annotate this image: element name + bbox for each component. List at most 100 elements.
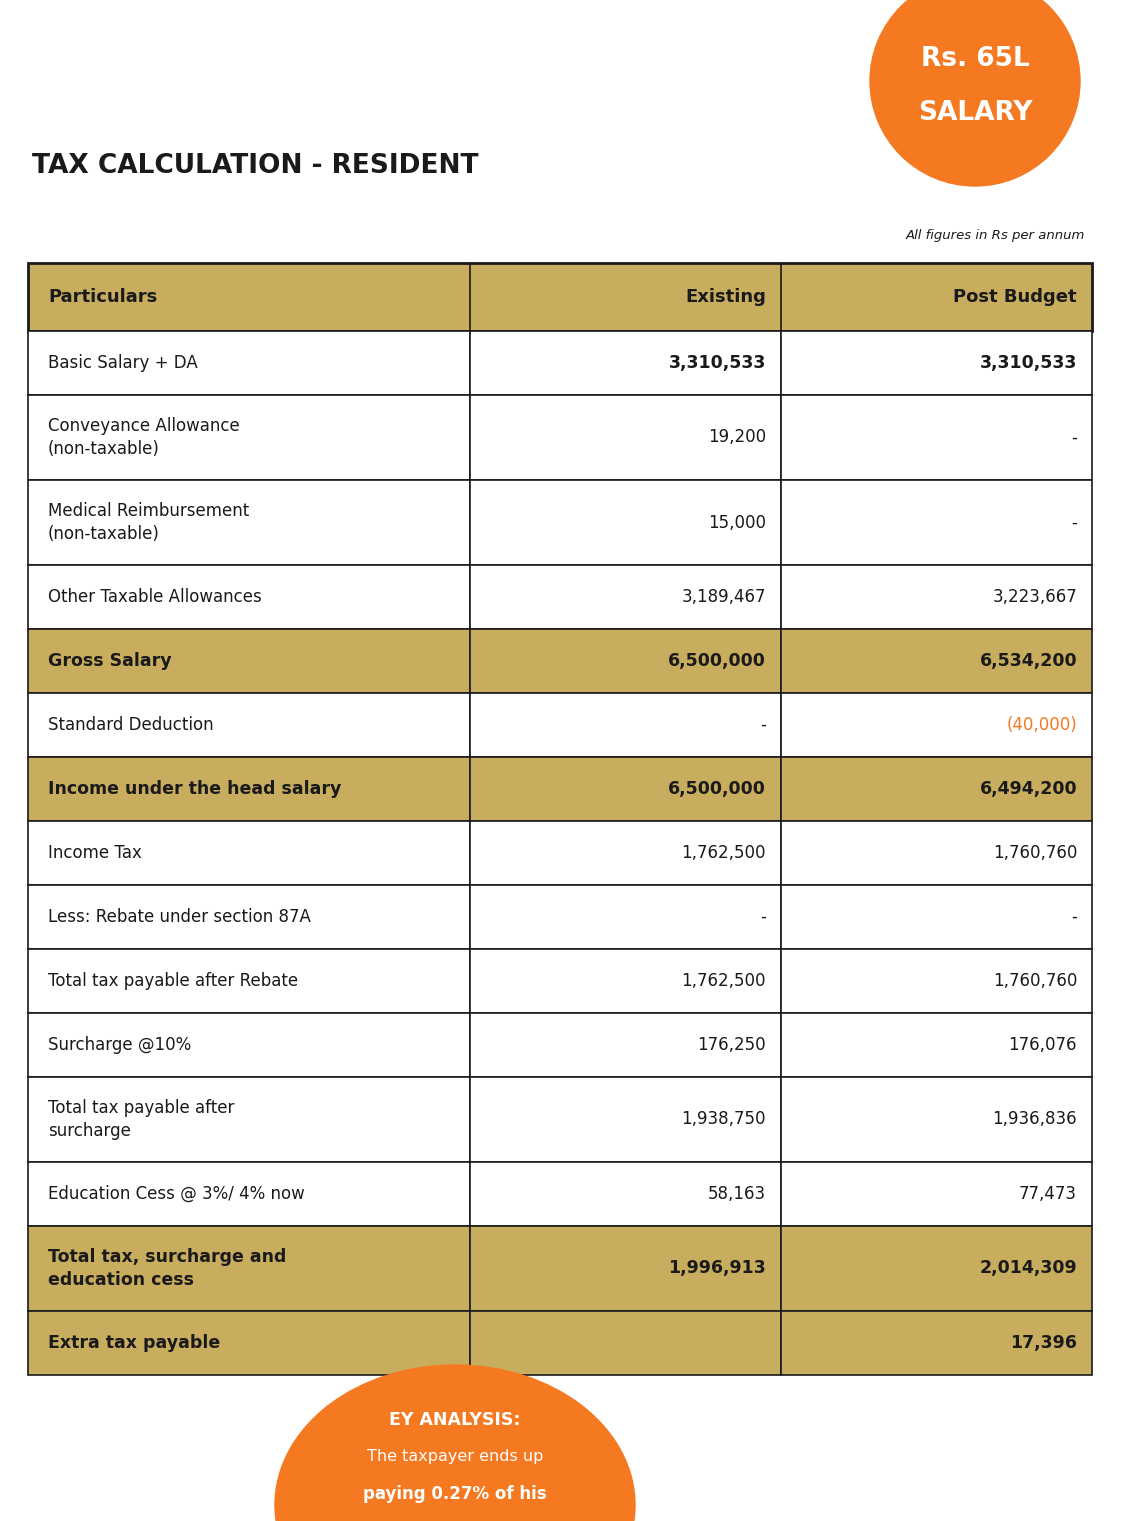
Text: 2,014,309: 2,014,309	[980, 1259, 1077, 1278]
Text: Education Cess @ 3%/ 4% now: Education Cess @ 3%/ 4% now	[48, 1185, 305, 1203]
Text: 1,938,750: 1,938,750	[682, 1110, 766, 1129]
Text: Conveyance Allowance
(non-taxable): Conveyance Allowance (non-taxable)	[48, 417, 240, 458]
Text: 77,473: 77,473	[1019, 1185, 1077, 1203]
Text: 1,936,836: 1,936,836	[992, 1110, 1077, 1129]
Text: 3,223,667: 3,223,667	[992, 589, 1077, 605]
Bar	[28, 821, 470, 885]
Bar	[470, 395, 781, 481]
Text: 17,396: 17,396	[1010, 1334, 1077, 1352]
Text: (40,000): (40,000)	[1006, 716, 1077, 735]
Text: -: -	[1071, 429, 1077, 447]
Text: 58,163: 58,163	[708, 1185, 766, 1203]
Text: EY ANALYSIS:: EY ANALYSIS:	[389, 1411, 521, 1430]
Text: paying 0.27% of his: paying 0.27% of his	[363, 1484, 547, 1503]
Text: Surcharge @10%: Surcharge @10%	[48, 1036, 191, 1054]
Text: Other Taxable Allowances: Other Taxable Allowances	[48, 589, 262, 605]
Bar	[28, 630, 470, 694]
Text: Extra tax payable: Extra tax payable	[48, 1334, 221, 1352]
Text: 176,250: 176,250	[698, 1036, 766, 1054]
Circle shape	[870, 0, 1080, 186]
Text: -: -	[1071, 908, 1077, 926]
Bar	[781, 1162, 1092, 1226]
Bar	[781, 1077, 1092, 1162]
Text: 1,762,500: 1,762,500	[682, 972, 766, 990]
Bar	[781, 821, 1092, 885]
Bar	[28, 1311, 470, 1375]
Bar	[470, 332, 781, 395]
Bar	[470, 1311, 781, 1375]
Bar	[470, 630, 781, 694]
Bar	[470, 1013, 781, 1077]
Bar	[470, 949, 781, 1013]
Text: SALARY: SALARY	[918, 100, 1033, 126]
Bar	[28, 332, 470, 395]
Bar	[781, 630, 1092, 694]
Text: Basic Salary + DA: Basic Salary + DA	[48, 354, 198, 373]
Text: 6,500,000: 6,500,000	[668, 780, 766, 799]
Bar	[781, 1226, 1092, 1311]
Text: All figures in Rs per annum: All figures in Rs per annum	[906, 230, 1084, 242]
Text: Gross Salary: Gross Salary	[48, 653, 172, 669]
Text: Post Budget: Post Budget	[953, 287, 1077, 306]
Text: Less: Rebate under section 87A: Less: Rebate under section 87A	[48, 908, 311, 926]
Text: 6,494,200: 6,494,200	[980, 780, 1077, 799]
Bar	[781, 564, 1092, 630]
Text: The taxpayer ends up: The taxpayer ends up	[367, 1450, 543, 1465]
Bar	[781, 332, 1092, 395]
Bar	[781, 885, 1092, 949]
Bar	[28, 1162, 470, 1226]
Bar	[470, 757, 781, 821]
Text: 3,310,533: 3,310,533	[668, 354, 766, 373]
Bar	[28, 757, 470, 821]
Bar	[470, 1162, 781, 1226]
Bar	[470, 1077, 781, 1162]
Text: 176,076: 176,076	[1008, 1036, 1077, 1054]
Ellipse shape	[274, 1364, 634, 1521]
Text: -: -	[760, 716, 766, 735]
Text: TAX CALCULATION - RESIDENT: TAX CALCULATION - RESIDENT	[32, 154, 478, 179]
Bar	[781, 949, 1092, 1013]
Bar	[28, 1226, 470, 1311]
Bar	[470, 1226, 781, 1311]
Bar	[781, 1311, 1092, 1375]
Bar	[781, 1013, 1092, 1077]
Bar	[28, 395, 470, 481]
Text: Existing: Existing	[685, 287, 766, 306]
Text: 1,762,500: 1,762,500	[682, 844, 766, 862]
Bar	[28, 564, 470, 630]
Text: Total tax payable after
surcharge: Total tax payable after surcharge	[48, 1100, 234, 1139]
Bar	[470, 885, 781, 949]
Bar	[470, 694, 781, 757]
Bar	[28, 481, 470, 564]
Bar	[470, 481, 781, 564]
Text: Particulars: Particulars	[48, 287, 158, 306]
Text: 1,760,760: 1,760,760	[992, 844, 1077, 862]
Bar	[781, 481, 1092, 564]
Text: 1,760,760: 1,760,760	[992, 972, 1077, 990]
Text: Standard Deduction: Standard Deduction	[48, 716, 214, 735]
Text: 3,189,467: 3,189,467	[682, 589, 766, 605]
Text: Rs. 65L: Rs. 65L	[920, 46, 1029, 71]
Bar	[781, 694, 1092, 757]
Text: 19,200: 19,200	[708, 429, 766, 447]
Bar	[781, 757, 1092, 821]
Text: Total tax, surcharge and
education cess: Total tax, surcharge and education cess	[48, 1249, 287, 1288]
Text: 15,000: 15,000	[708, 514, 766, 531]
Bar	[28, 1013, 470, 1077]
Text: Income under the head salary: Income under the head salary	[48, 780, 341, 799]
Bar	[28, 694, 470, 757]
Text: 3,310,533: 3,310,533	[980, 354, 1077, 373]
Text: -: -	[760, 908, 766, 926]
Text: -: -	[1071, 514, 1077, 531]
Bar	[28, 949, 470, 1013]
Bar	[470, 564, 781, 630]
Bar	[28, 1077, 470, 1162]
Bar	[781, 395, 1092, 481]
Text: 6,534,200: 6,534,200	[980, 653, 1077, 669]
Bar	[28, 263, 1092, 332]
Text: 6,500,000: 6,500,000	[668, 653, 766, 669]
Bar	[28, 885, 470, 949]
Text: 1,996,913: 1,996,913	[668, 1259, 766, 1278]
Text: Income Tax: Income Tax	[48, 844, 142, 862]
Text: Total tax payable after Rebate: Total tax payable after Rebate	[48, 972, 298, 990]
